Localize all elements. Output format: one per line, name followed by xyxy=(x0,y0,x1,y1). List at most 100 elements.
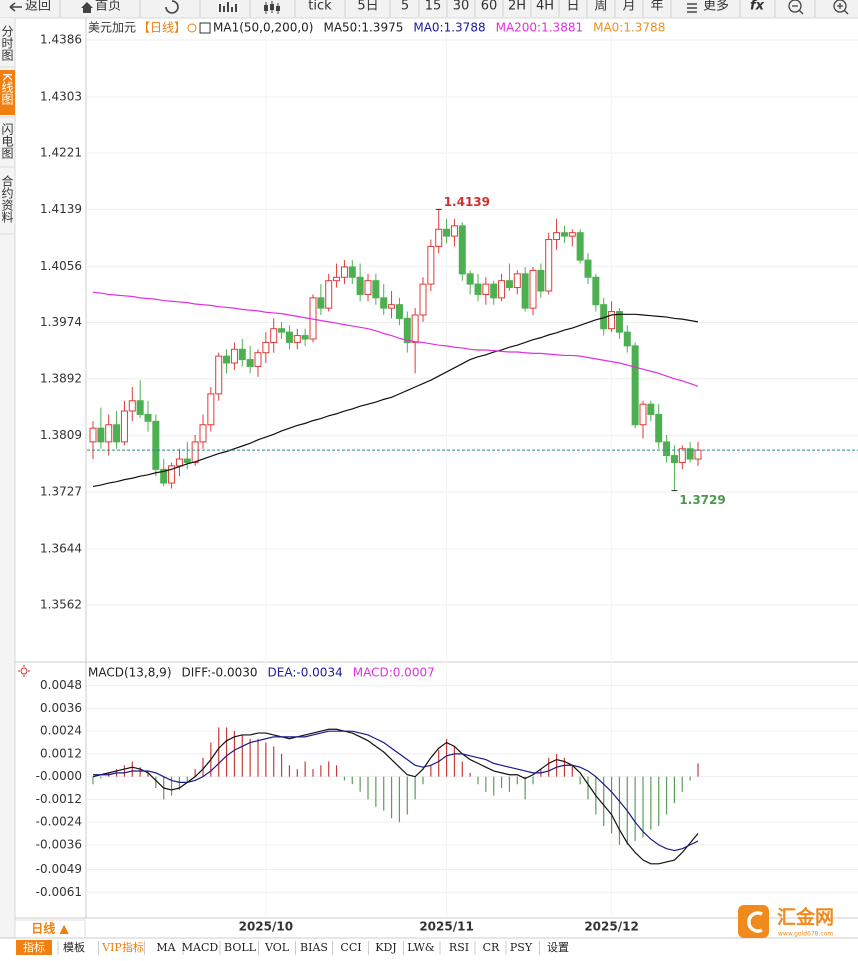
candle-body xyxy=(168,465,176,484)
toolbar-button[interactable]: 返回 xyxy=(25,0,51,14)
tab[interactable]: CR xyxy=(483,941,500,954)
candle-body xyxy=(254,352,262,367)
y-tick-label: -0.0036 xyxy=(36,837,82,851)
candle-body xyxy=(458,225,466,275)
candle-body xyxy=(490,283,498,299)
tab-active xyxy=(16,940,52,955)
zoom-out-icon[interactable] xyxy=(788,0,802,13)
toolbar-button[interactable]: fx xyxy=(750,0,765,14)
tab[interactable]: KDJ xyxy=(375,941,396,954)
candle-body xyxy=(285,331,293,343)
candle-body xyxy=(230,348,238,364)
tab[interactable]: CCI xyxy=(340,941,361,954)
tab[interactable]: RSI xyxy=(449,941,469,954)
toolbar-button[interactable]: 2H xyxy=(508,0,526,14)
diff-line xyxy=(92,728,699,865)
tab[interactable]: 设置 xyxy=(547,941,569,954)
candle-icon-bodies xyxy=(264,4,280,11)
candle-body xyxy=(631,345,639,426)
logo-mark xyxy=(747,911,763,933)
tab[interactable]: LW& xyxy=(407,941,435,954)
candle-body xyxy=(105,424,113,443)
candle-body xyxy=(175,458,183,467)
logo-icon xyxy=(738,905,769,938)
y-tick-label: -0.0024 xyxy=(36,815,82,829)
candle-body xyxy=(348,266,356,278)
candle-body xyxy=(411,314,419,343)
y-tick-label: 1.3727 xyxy=(40,484,82,498)
candle-body xyxy=(694,449,702,460)
toolbar-button[interactable]: 5 xyxy=(401,0,409,14)
candle-body xyxy=(136,400,144,415)
y-tick-label: 0.0048 xyxy=(40,678,82,692)
candle-body xyxy=(97,427,105,443)
tab[interactable]: BOLL xyxy=(224,941,257,954)
candle-body xyxy=(262,341,270,354)
candle-body xyxy=(270,328,278,343)
candle-body xyxy=(686,448,694,460)
candle-body xyxy=(278,328,286,333)
sidebar-item[interactable]: 合约资料 xyxy=(0,174,14,223)
candle-body xyxy=(521,273,529,309)
toolbar-button[interactable]: 月 xyxy=(622,0,635,14)
y-tick-label: 1.4221 xyxy=(40,146,82,160)
candle-body xyxy=(678,448,686,463)
toolbar-button[interactable]: 日 xyxy=(566,0,579,14)
tab[interactable]: PSY xyxy=(510,941,533,954)
tab[interactable]: VIP指标 xyxy=(101,940,144,954)
toolbar-button[interactable]: 年 xyxy=(650,0,663,14)
candle-body xyxy=(380,297,388,309)
candle-body xyxy=(301,335,309,340)
toolbar-button[interactable]: 更多 xyxy=(703,0,729,14)
candle-body xyxy=(403,317,411,343)
toolbar-button[interactable]: 15 xyxy=(425,0,442,14)
y-tick-label: 1.4386 xyxy=(40,32,82,46)
candle-body xyxy=(608,311,616,330)
ma-line xyxy=(92,291,699,387)
y-tick-label: -0.0049 xyxy=(36,862,82,876)
settings-icon[interactable] xyxy=(20,667,28,675)
candle-body xyxy=(529,269,537,309)
candle-body xyxy=(144,413,152,422)
period-button[interactable]: 日线 ▲ xyxy=(31,921,69,936)
tab[interactable]: 模板 xyxy=(63,940,85,954)
candle-body xyxy=(466,273,474,285)
candle-body xyxy=(340,266,348,278)
toolbar-button[interactable]: 30 xyxy=(453,0,470,14)
tab[interactable]: MACD xyxy=(182,941,219,954)
chart-title: 美元加元 xyxy=(88,21,136,35)
candle-body xyxy=(584,259,592,278)
candle-body xyxy=(183,458,191,463)
legend-entry: DIFF:-0.0030 xyxy=(182,666,258,680)
tab[interactable]: 指标 xyxy=(23,940,45,954)
logo-url: www.gold678.com xyxy=(778,931,833,938)
toolbar-button[interactable]: 5日 xyxy=(357,0,378,14)
legend-entry: DEA:-0.0034 xyxy=(268,666,343,680)
candle-body xyxy=(293,335,301,343)
zoom-in-icon[interactable] xyxy=(833,0,847,13)
legend-entry: MA1(50,0,200,0) xyxy=(213,21,313,35)
tab[interactable]: BIAS xyxy=(300,941,328,954)
candle-body xyxy=(333,276,341,282)
chart-icon xyxy=(219,2,237,12)
tab[interactable]: MA xyxy=(156,941,176,954)
candle-body xyxy=(215,355,223,395)
y-tick-label: 1.4139 xyxy=(40,202,82,216)
toolbar-button[interactable]: 周 xyxy=(594,0,607,14)
toolbar-button[interactable]: 60 xyxy=(481,0,498,14)
y-tick-label: 1.4303 xyxy=(40,89,82,103)
tab[interactable]: VOL xyxy=(264,941,290,954)
toolbar-button[interactable]: 首页 xyxy=(95,0,121,14)
y-tick-label: 0.0012 xyxy=(40,746,82,760)
toolbar-button[interactable]: 4H xyxy=(536,0,554,14)
sidebar-item[interactable]: K线图 xyxy=(0,73,14,105)
candle-body xyxy=(427,245,435,285)
toolbar-button[interactable]: tick xyxy=(308,0,332,14)
sidebar-item[interactable]: 分时图 xyxy=(0,25,14,61)
sidebar-item[interactable]: 闪电图 xyxy=(0,123,14,159)
candle-body xyxy=(388,304,396,309)
candle-body xyxy=(435,228,443,247)
candle-body xyxy=(152,420,160,470)
candle-body xyxy=(238,348,246,361)
